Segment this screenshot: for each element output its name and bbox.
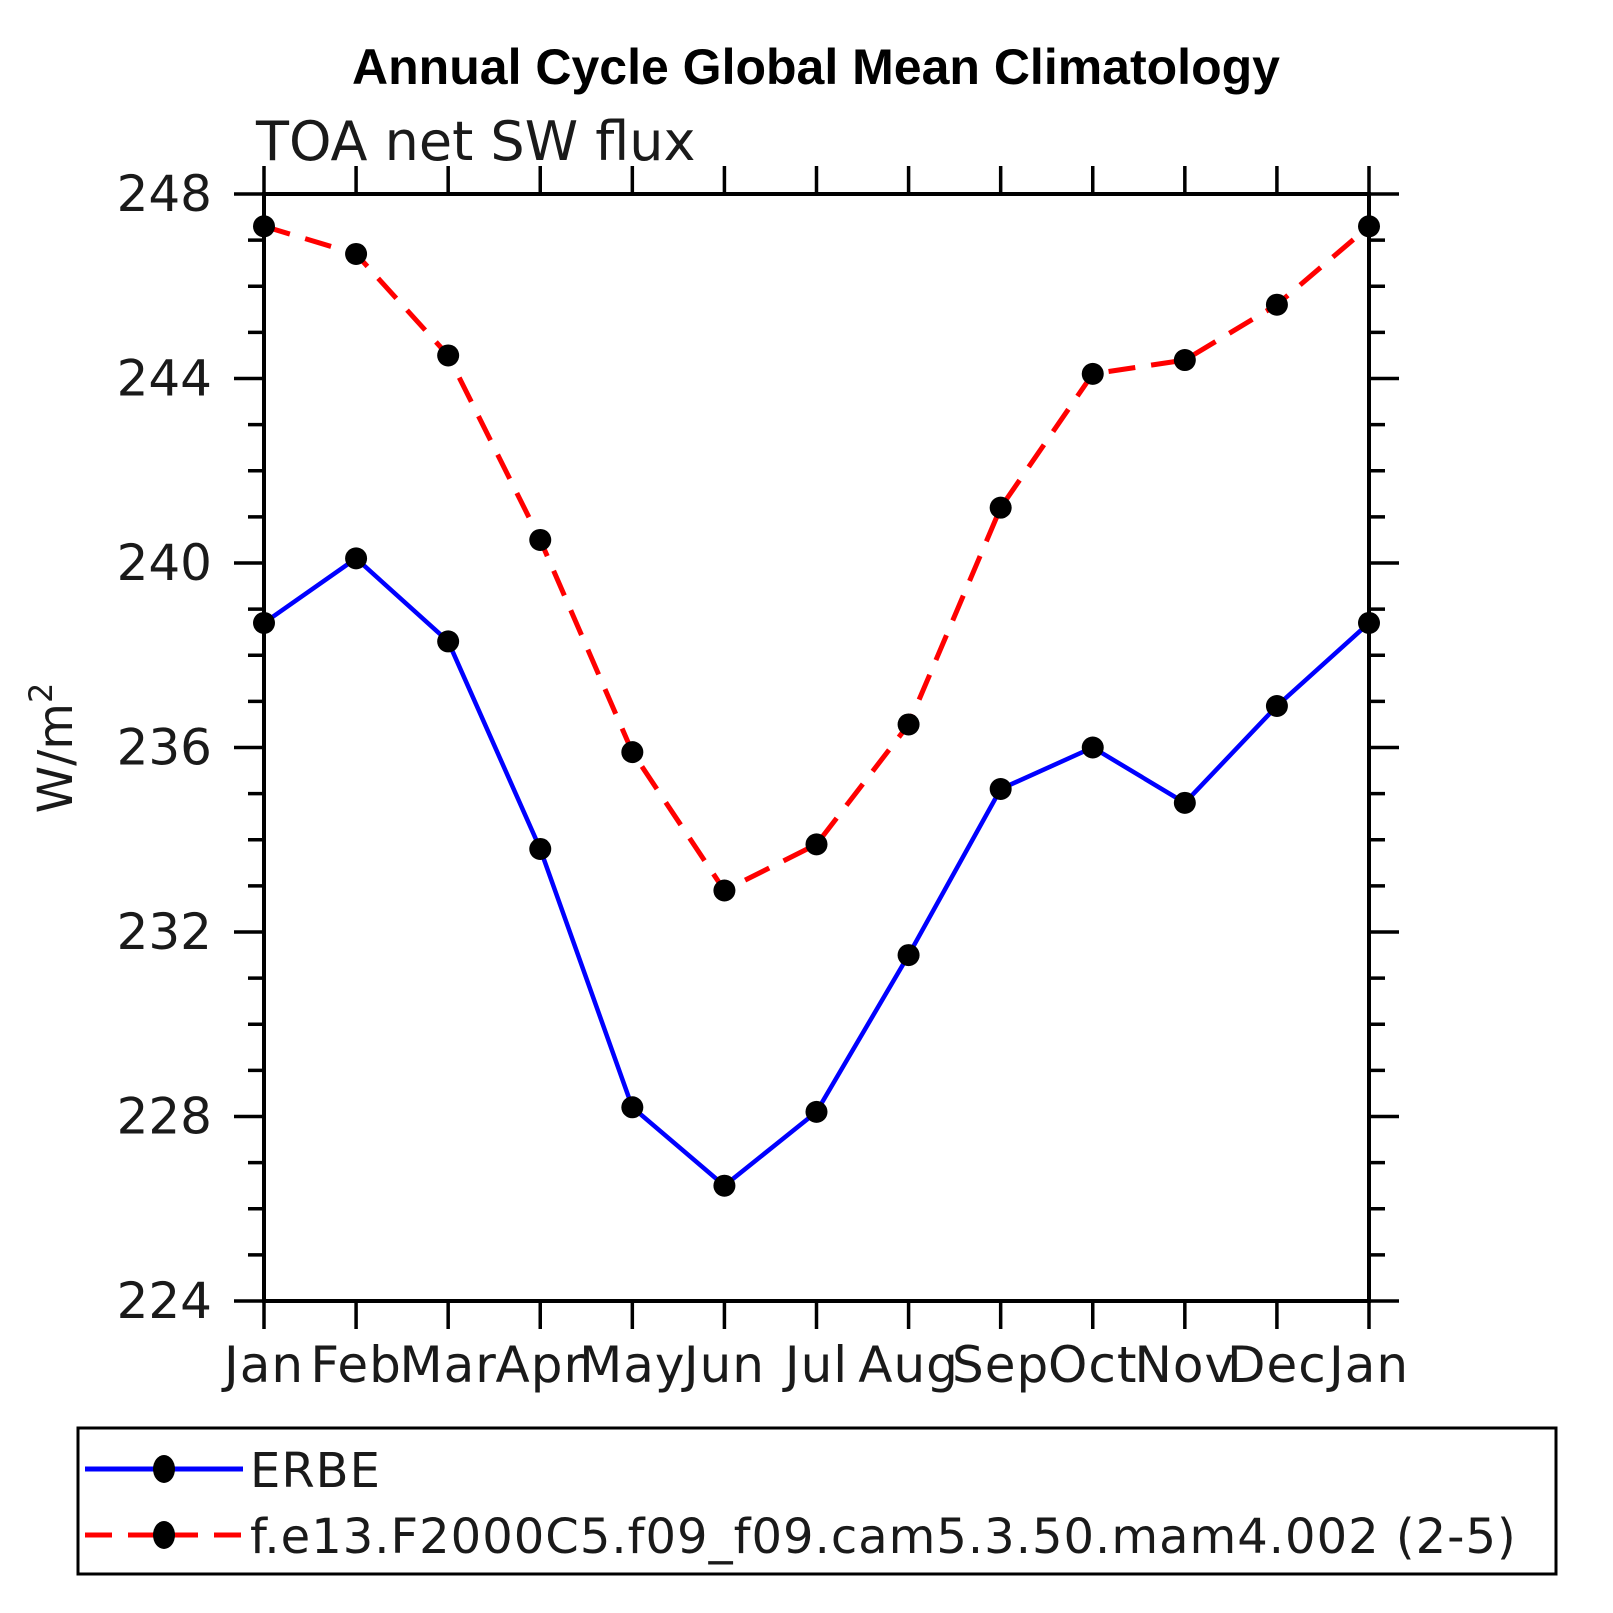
x-tick-label: Feb: [310, 1336, 402, 1394]
y-axis-title: W/m2: [22, 683, 84, 814]
data-point-marker: [897, 944, 920, 967]
data-point-marker: [529, 837, 552, 860]
y-tick-label: 240: [117, 534, 212, 592]
y-tick-label: 232: [117, 903, 212, 961]
data-point-marker: [713, 879, 736, 902]
data-point-marker: [437, 344, 460, 367]
data-point-marker: [345, 242, 368, 265]
x-tick-label: Apr: [496, 1336, 586, 1394]
data-point-marker: [253, 215, 275, 238]
data-point-marker: [437, 630, 460, 653]
y-tick-label: 228: [117, 1088, 212, 1146]
legend-marks: [85, 1455, 243, 1549]
data-point-marker: [1081, 362, 1104, 385]
legend-label-erbe: ERBE: [250, 1443, 381, 1499]
x-tick-label: Jul: [782, 1336, 848, 1394]
data-point-marker: [1081, 736, 1104, 759]
y-tick-label: 236: [117, 719, 212, 777]
data-point-marker: [1358, 611, 1380, 634]
chart-subtitle: TOA net SW flux: [255, 110, 695, 173]
data-point-marker: [1265, 694, 1288, 717]
data-point-marker: [713, 1174, 736, 1197]
y-axis-title-base: W/m: [28, 703, 84, 813]
data-point-marker: [1173, 791, 1196, 814]
x-tick-label: Nov: [1135, 1336, 1236, 1394]
data-point-marker: [805, 1100, 828, 1123]
data-point-marker: [989, 496, 1012, 519]
y-axis-title-superscript: 2: [22, 683, 60, 703]
legend-label-model: f.e13.F2000C5.f09_f09.cam5.3.50.mam4.002…: [250, 1509, 1517, 1565]
series-lines: [253, 215, 1380, 1197]
x-tick-label: Jan: [1326, 1336, 1409, 1394]
legend-sample-marker: [153, 1455, 175, 1483]
x-tick-label: Dec: [1227, 1336, 1327, 1394]
x-tick-label: Jun: [681, 1336, 765, 1394]
data-point-marker: [1265, 293, 1288, 316]
data-point-marker: [529, 528, 552, 551]
x-tick-label: Aug: [858, 1336, 959, 1394]
data-point-marker: [1173, 349, 1196, 372]
data-point-marker: [989, 778, 1012, 801]
data-point-marker: [805, 833, 828, 856]
data-point-marker: [345, 547, 368, 570]
x-tick-label: May: [579, 1336, 685, 1394]
x-tick-label: Jan: [221, 1336, 304, 1394]
data-point-marker: [897, 713, 920, 736]
y-tick-label: 224: [117, 1272, 212, 1330]
y-tick-label: 244: [117, 350, 212, 408]
x-tick-label: Sep: [952, 1336, 1049, 1394]
plot-frame: [262, 192, 1371, 1303]
series-line-model: [263, 223, 1371, 894]
legend: ERBE f.e13.F2000C5.f09_f09.cam5.3.50.mam…: [76, 1426, 1558, 1576]
data-point-marker: [1358, 215, 1380, 238]
page-title: Annual Cycle Global Mean Climatology: [352, 39, 1280, 95]
data-point-marker: [621, 1096, 644, 1119]
x-tick-label: Mar: [399, 1336, 496, 1394]
legend-box: [76, 1426, 1558, 1576]
series-line-erbe: [262, 555, 1371, 1189]
legend-sample-marker: [153, 1521, 175, 1549]
data-point-marker: [621, 741, 644, 764]
data-point-marker: [253, 611, 275, 634]
y-tick-label: 248: [117, 165, 212, 223]
x-tick-label: Oct: [1048, 1336, 1137, 1394]
